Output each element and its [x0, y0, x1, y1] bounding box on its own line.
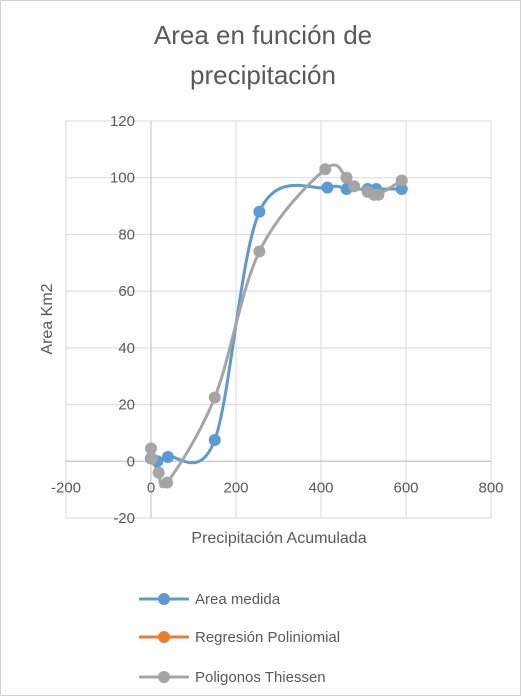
data-point-series-0 [321, 181, 334, 194]
data-point-series-2 [348, 180, 361, 193]
data-point-series-2 [161, 476, 174, 489]
data-point-series-2 [152, 466, 165, 479]
data-point-series-2 [319, 163, 332, 176]
data-point-series-2 [253, 245, 266, 258]
legend-marker-1 [158, 631, 170, 643]
grid [65, 120, 492, 519]
y-tick-label: 20 [118, 397, 135, 414]
x-tick-label: -200 [51, 479, 81, 496]
data-point-series-2 [208, 391, 221, 404]
y-tick-label: 0 [127, 453, 135, 470]
chart-title-line-2: precipitación [190, 60, 336, 90]
y-tick-labels: -20 0 20 40 60 80 100 120 [110, 113, 135, 527]
data-point-series-2 [395, 174, 408, 187]
x-tick-label: 0 [147, 479, 155, 496]
data-point-series-2 [145, 442, 157, 455]
data-point-series-2 [372, 188, 385, 201]
series-line-2 [149, 163, 403, 489]
series-lines [149, 163, 403, 489]
y-tick-label: -20 [113, 510, 135, 527]
y-tick-label: 100 [110, 170, 135, 187]
x-tick-label: 600 [393, 479, 418, 496]
series-line-0 [150, 183, 402, 465]
y-tick-label: 80 [118, 226, 135, 243]
x-tick-label: 400 [308, 479, 333, 496]
legend-label-2: Poligonos Thiessen [195, 669, 326, 686]
legend-marker-2 [158, 671, 170, 683]
x-tick-labels: -200 0 200 400 600 800 [51, 479, 504, 496]
y-tick-label: 60 [118, 283, 135, 300]
data-point-series-2 [145, 452, 158, 465]
y-tick-label: 120 [110, 113, 135, 130]
series-markers [145, 163, 408, 489]
data-point-series-0 [208, 434, 221, 447]
x-tick-label: 200 [223, 479, 248, 496]
data-point-series-2 [340, 171, 353, 184]
data-point-series-0 [395, 183, 408, 196]
x-tick-label: 800 [478, 479, 503, 496]
y-tick-label: 40 [118, 340, 135, 357]
legend-marker-0 [158, 593, 170, 605]
legend-label-1: Regresión Poliniomial [195, 629, 340, 646]
data-point-series-0 [162, 451, 174, 464]
legend-label-0: Area medida [195, 591, 281, 608]
data-point-series-0 [253, 205, 266, 218]
x-axis-title: Precipitación Acumulada [191, 530, 366, 547]
legend: Area medida Regresión Poliniomial Poligono… [139, 591, 340, 686]
chart-title-line-1: Area en función de [154, 20, 372, 50]
y-axis-title: Area Km2 [39, 283, 56, 354]
